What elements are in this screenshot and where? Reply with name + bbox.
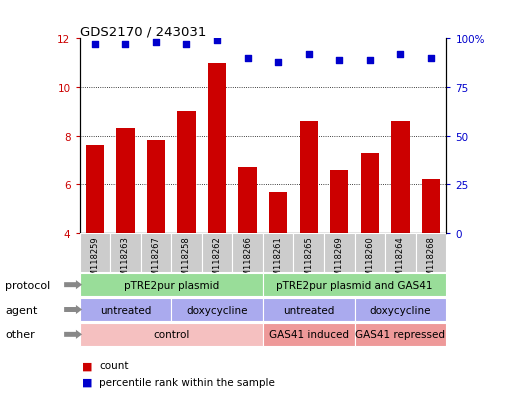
Text: GSM118269: GSM118269: [335, 235, 344, 286]
Text: count: count: [99, 361, 129, 370]
Bar: [269, 192, 287, 233]
Bar: [263, 299, 354, 321]
Bar: [422, 180, 440, 233]
Text: untreated: untreated: [100, 305, 151, 315]
Text: GDS2170 / 243031: GDS2170 / 243031: [80, 25, 206, 38]
Text: GAS41 repressed: GAS41 repressed: [356, 330, 445, 339]
Bar: [330, 170, 348, 233]
Bar: [80, 233, 110, 273]
Point: [244, 55, 252, 62]
Bar: [263, 233, 293, 273]
Text: doxycycline: doxycycline: [186, 305, 248, 315]
Text: GSM118265: GSM118265: [304, 235, 313, 286]
Bar: [177, 112, 195, 233]
Bar: [171, 299, 263, 321]
Bar: [324, 233, 354, 273]
Bar: [354, 233, 385, 273]
Bar: [300, 122, 318, 233]
Bar: [80, 299, 171, 321]
Point: [183, 42, 191, 48]
Bar: [263, 323, 354, 346]
Text: ■: ■: [82, 361, 92, 370]
Text: GSM118258: GSM118258: [182, 235, 191, 286]
Point: [213, 38, 221, 45]
Text: agent: agent: [5, 305, 37, 315]
Text: GSM118266: GSM118266: [243, 235, 252, 286]
Bar: [361, 153, 379, 233]
Text: GSM118259: GSM118259: [90, 235, 100, 286]
Text: GSM118267: GSM118267: [151, 235, 161, 286]
Bar: [354, 299, 446, 321]
Bar: [354, 323, 446, 346]
Point: [305, 52, 313, 58]
Bar: [293, 233, 324, 273]
Text: ■: ■: [82, 377, 92, 387]
Text: control: control: [153, 330, 189, 339]
Bar: [110, 233, 141, 273]
Point: [397, 52, 405, 58]
Bar: [80, 323, 263, 346]
Text: GSM118262: GSM118262: [212, 235, 222, 286]
Text: percentile rank within the sample: percentile rank within the sample: [99, 377, 275, 387]
Bar: [86, 146, 104, 233]
Bar: [263, 274, 446, 296]
Text: GAS41 induced: GAS41 induced: [269, 330, 349, 339]
Bar: [391, 122, 409, 233]
Text: GSM118268: GSM118268: [426, 235, 436, 286]
Bar: [239, 168, 257, 233]
Bar: [116, 129, 134, 233]
Bar: [232, 233, 263, 273]
Text: doxycycline: doxycycline: [370, 305, 431, 315]
Text: GSM118264: GSM118264: [396, 235, 405, 286]
Bar: [416, 233, 446, 273]
Point: [335, 57, 343, 64]
Bar: [202, 233, 232, 273]
Text: GSM118263: GSM118263: [121, 235, 130, 286]
Point: [427, 55, 435, 62]
Text: GSM118260: GSM118260: [365, 235, 374, 286]
Point: [274, 59, 282, 66]
Text: pTRE2pur plasmid: pTRE2pur plasmid: [124, 280, 219, 290]
Point: [91, 42, 99, 48]
Point: [152, 40, 160, 46]
Bar: [385, 233, 416, 273]
Text: protocol: protocol: [5, 280, 50, 290]
Bar: [147, 141, 165, 233]
Bar: [141, 233, 171, 273]
Text: pTRE2pur plasmid and GAS41: pTRE2pur plasmid and GAS41: [277, 280, 433, 290]
Point: [366, 57, 374, 64]
Point: [121, 42, 129, 48]
Bar: [208, 64, 226, 233]
Text: other: other: [5, 330, 35, 339]
Text: untreated: untreated: [283, 305, 334, 315]
Bar: [80, 274, 263, 296]
Text: GSM118261: GSM118261: [274, 235, 283, 286]
Bar: [171, 233, 202, 273]
